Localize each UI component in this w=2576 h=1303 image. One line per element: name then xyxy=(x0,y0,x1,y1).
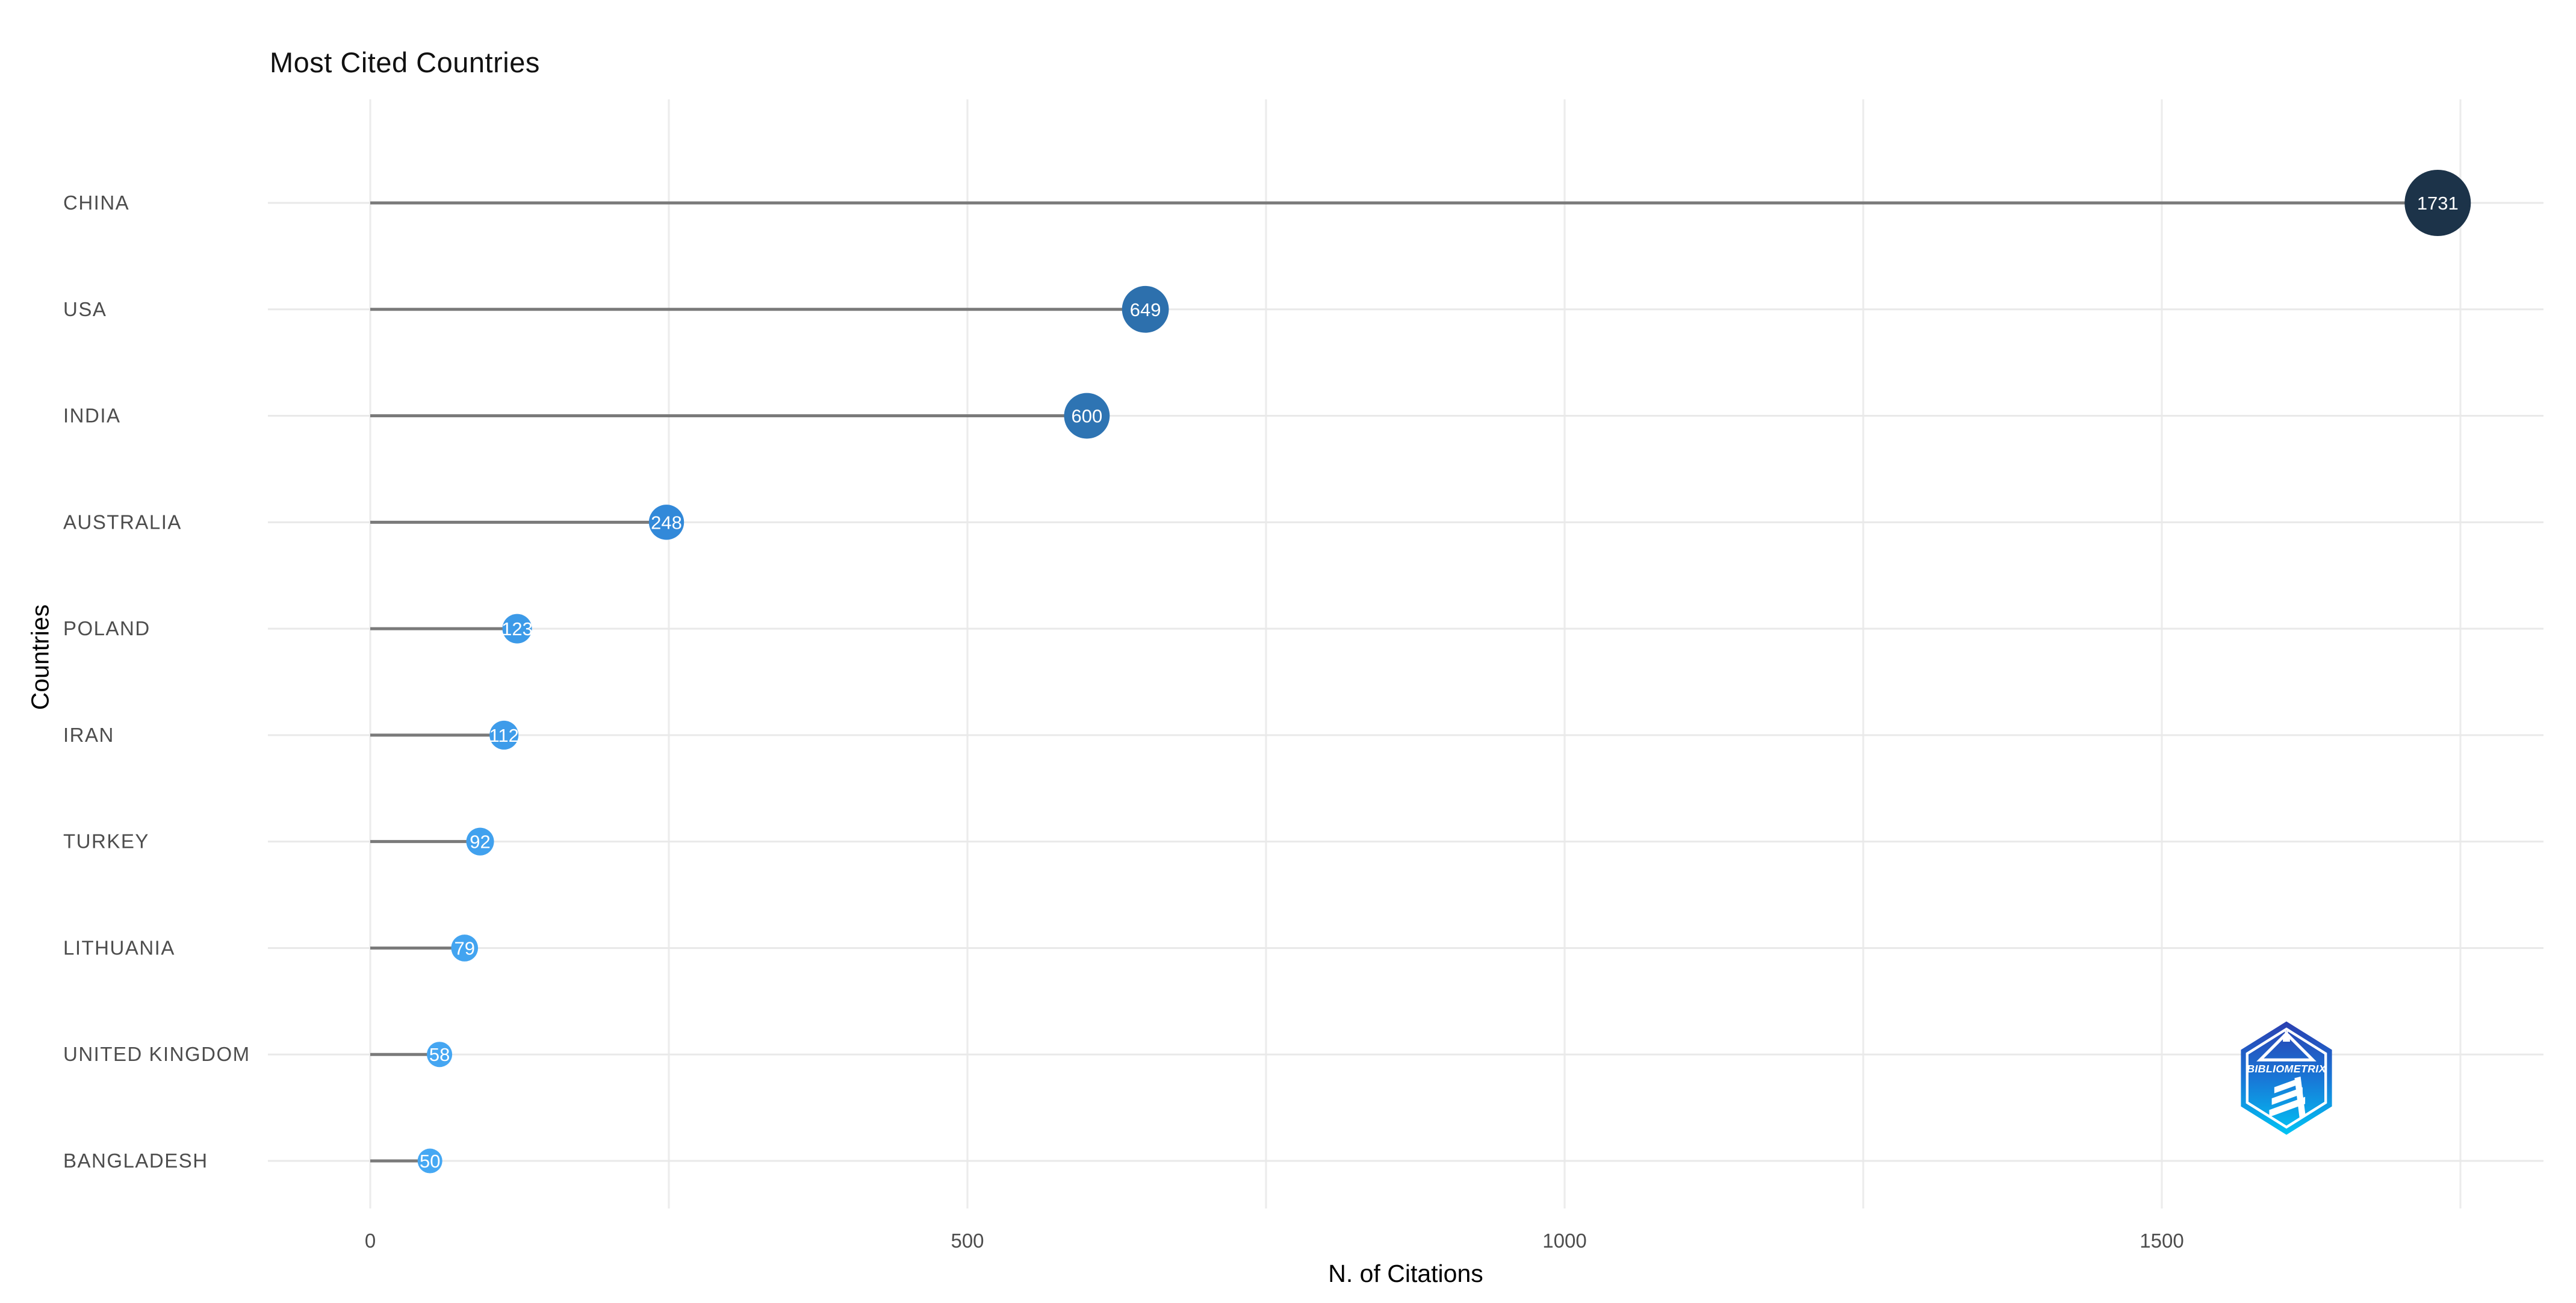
lollipop-dot xyxy=(417,1148,442,1174)
dot-value-label: 123 xyxy=(501,618,533,639)
y-tick-label: AUSTRALIA xyxy=(63,511,182,533)
dot-value-label: 50 xyxy=(420,1151,440,1172)
y-tick-label: UNITED KINGDOM xyxy=(63,1043,250,1065)
x-tick-label: 0 xyxy=(365,1230,376,1252)
logo-hexagon-inner-border xyxy=(2245,1027,2327,1129)
dot-value-label: 58 xyxy=(429,1044,450,1065)
dot-value-label: 1731 xyxy=(2417,193,2459,214)
dot-value-label: 92 xyxy=(470,832,490,853)
lollipop-dot xyxy=(1122,285,1169,333)
y-tick-label: IRAN xyxy=(63,724,114,746)
y-tick-label: CHINA xyxy=(63,191,129,214)
x-tick-label: 1500 xyxy=(2140,1230,2183,1252)
y-tick-label: INDIA xyxy=(63,405,121,427)
x-tick-label: 1000 xyxy=(1542,1230,1586,1252)
lollipop-dot xyxy=(1064,393,1110,439)
lollipop-dot xyxy=(466,827,494,856)
x-tick-label: 500 xyxy=(951,1230,984,1252)
y-tick-label: BANGLADESH xyxy=(63,1149,208,1172)
y-tick-label: POLAND xyxy=(63,617,151,639)
lollipop-dot xyxy=(502,614,532,644)
lollipop-dot xyxy=(451,934,479,962)
x-axis-title: N. of Citations xyxy=(1328,1260,1483,1287)
chart-title: Most Cited Countries xyxy=(270,46,540,78)
y-tick-label: TURKEY xyxy=(63,830,149,853)
dot-value-label: 649 xyxy=(1130,299,1161,320)
y-tick-label: USA xyxy=(63,298,107,320)
dot-value-label: 112 xyxy=(489,725,518,746)
logo-wordmark: BIBLIOMETRIX xyxy=(2247,1063,2326,1075)
lollipop-dot xyxy=(427,1042,453,1068)
lollipop-dot xyxy=(2404,170,2471,236)
dot-value-label: 79 xyxy=(454,938,474,959)
lollipop-dot xyxy=(648,505,684,540)
dot-value-label: 248 xyxy=(651,512,682,533)
dot-value-label: 600 xyxy=(1072,406,1103,427)
lollipop-dot xyxy=(489,720,519,750)
lighthouse-lantern xyxy=(2283,1034,2290,1042)
lighthouse-tower-stripes xyxy=(2269,1076,2306,1119)
y-tick-label: LITHUANIA xyxy=(63,936,175,959)
bibliometrix-logo: BIBLIOMETRIX xyxy=(2241,1021,2332,1135)
logo-hexagon xyxy=(2241,1021,2332,1135)
lighthouse-roof xyxy=(2256,1031,2317,1062)
